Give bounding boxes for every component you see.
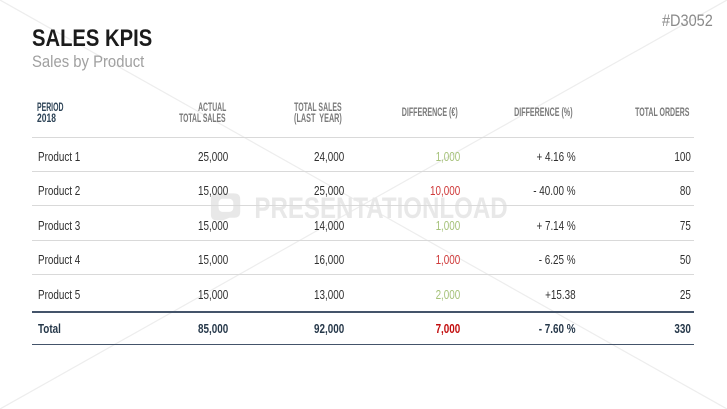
svg-text:PRESENTATIONLOAD: PRESENTATIONLOAD (254, 192, 507, 225)
